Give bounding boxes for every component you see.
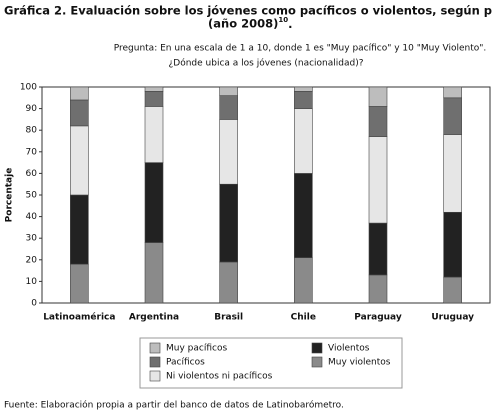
title-suffix: . bbox=[288, 17, 292, 31]
legend-label: Pacíficos bbox=[166, 358, 205, 368]
title-footnote: 10 bbox=[278, 16, 288, 24]
bar-segment bbox=[294, 86, 313, 92]
x-tick-label: Uruguay bbox=[431, 313, 474, 323]
y-tick-label: 100 bbox=[20, 83, 37, 93]
bar-segment bbox=[294, 257, 313, 304]
bar-segment bbox=[70, 99, 89, 127]
legend-swatch bbox=[311, 356, 323, 368]
bar-segment bbox=[443, 97, 462, 135]
bar-segment bbox=[219, 119, 238, 185]
legend-label: Ni violentos ni pacíficos bbox=[166, 372, 273, 382]
y-tick-label: 10 bbox=[26, 277, 38, 287]
x-tick-label: Brasil bbox=[214, 313, 243, 323]
y-tick-label: 80 bbox=[26, 126, 38, 136]
y-tick-label: 50 bbox=[26, 191, 38, 201]
legend-swatch bbox=[149, 342, 161, 354]
bar-segment bbox=[443, 134, 462, 213]
bar-segment bbox=[368, 222, 388, 276]
x-tick-label: Argentina bbox=[129, 313, 179, 323]
legend-label: Muy violentos bbox=[328, 358, 391, 368]
source: Fuente: Elaboración propia a partir del … bbox=[4, 400, 344, 411]
bar-segment bbox=[368, 136, 388, 224]
subtitle: Pregunta: En una escala de 1 a 10, donde… bbox=[114, 44, 487, 54]
y-tick-label: 30 bbox=[26, 234, 38, 244]
bar-segment bbox=[144, 106, 164, 163]
legend-box bbox=[139, 337, 403, 389]
chart-title: Gráfica 2. Evaluación sobre los jóvenes … bbox=[4, 4, 492, 18]
y-tick-label: 20 bbox=[26, 255, 38, 265]
bar-segment bbox=[294, 173, 313, 258]
y-tick-label: 0 bbox=[31, 299, 37, 309]
y-tick-label: 70 bbox=[26, 147, 38, 157]
bar-segment bbox=[144, 162, 164, 243]
bar-segment bbox=[144, 91, 164, 107]
bar-segment bbox=[219, 86, 238, 96]
bar-segment bbox=[219, 183, 238, 263]
bar-segment bbox=[443, 211, 462, 278]
bar-segment bbox=[368, 106, 388, 137]
plot-frame bbox=[41, 86, 491, 304]
subtitle: ¿Dónde ubica a los jóvenes (nacionalidad… bbox=[169, 58, 364, 69]
x-tick-label: Chile bbox=[291, 313, 316, 323]
bar-segment bbox=[219, 261, 238, 304]
bar-segment bbox=[144, 86, 164, 92]
bar-segment bbox=[443, 86, 462, 99]
bar-segment bbox=[70, 86, 89, 101]
y-tick-label: 40 bbox=[26, 212, 38, 222]
legend-swatch bbox=[149, 370, 161, 382]
y-tick-label: 90 bbox=[26, 104, 38, 114]
legend-label: Violentos bbox=[328, 344, 370, 354]
legend-label: Muy pacíficos bbox=[166, 344, 227, 354]
bar-segment bbox=[144, 242, 164, 304]
x-tick-label: Paraguay bbox=[354, 313, 402, 323]
bar-segment bbox=[443, 276, 462, 304]
bar-segment bbox=[70, 194, 89, 265]
bar-segment bbox=[70, 125, 89, 196]
bar-segment bbox=[70, 263, 89, 304]
legend-swatch bbox=[311, 342, 323, 354]
bar-segment bbox=[368, 274, 388, 304]
chart-title-line2: (año 2008)10. bbox=[208, 16, 293, 31]
legend-swatch bbox=[149, 356, 161, 368]
y-tick-label: 60 bbox=[26, 169, 38, 179]
bar-segment bbox=[368, 86, 388, 107]
bar-segment bbox=[219, 95, 238, 120]
bar-segment bbox=[294, 91, 313, 109]
bar-segment bbox=[294, 108, 313, 174]
y-axis-label: Porcentaje bbox=[5, 168, 15, 223]
x-tick-label: Latinoamérica bbox=[43, 312, 115, 323]
